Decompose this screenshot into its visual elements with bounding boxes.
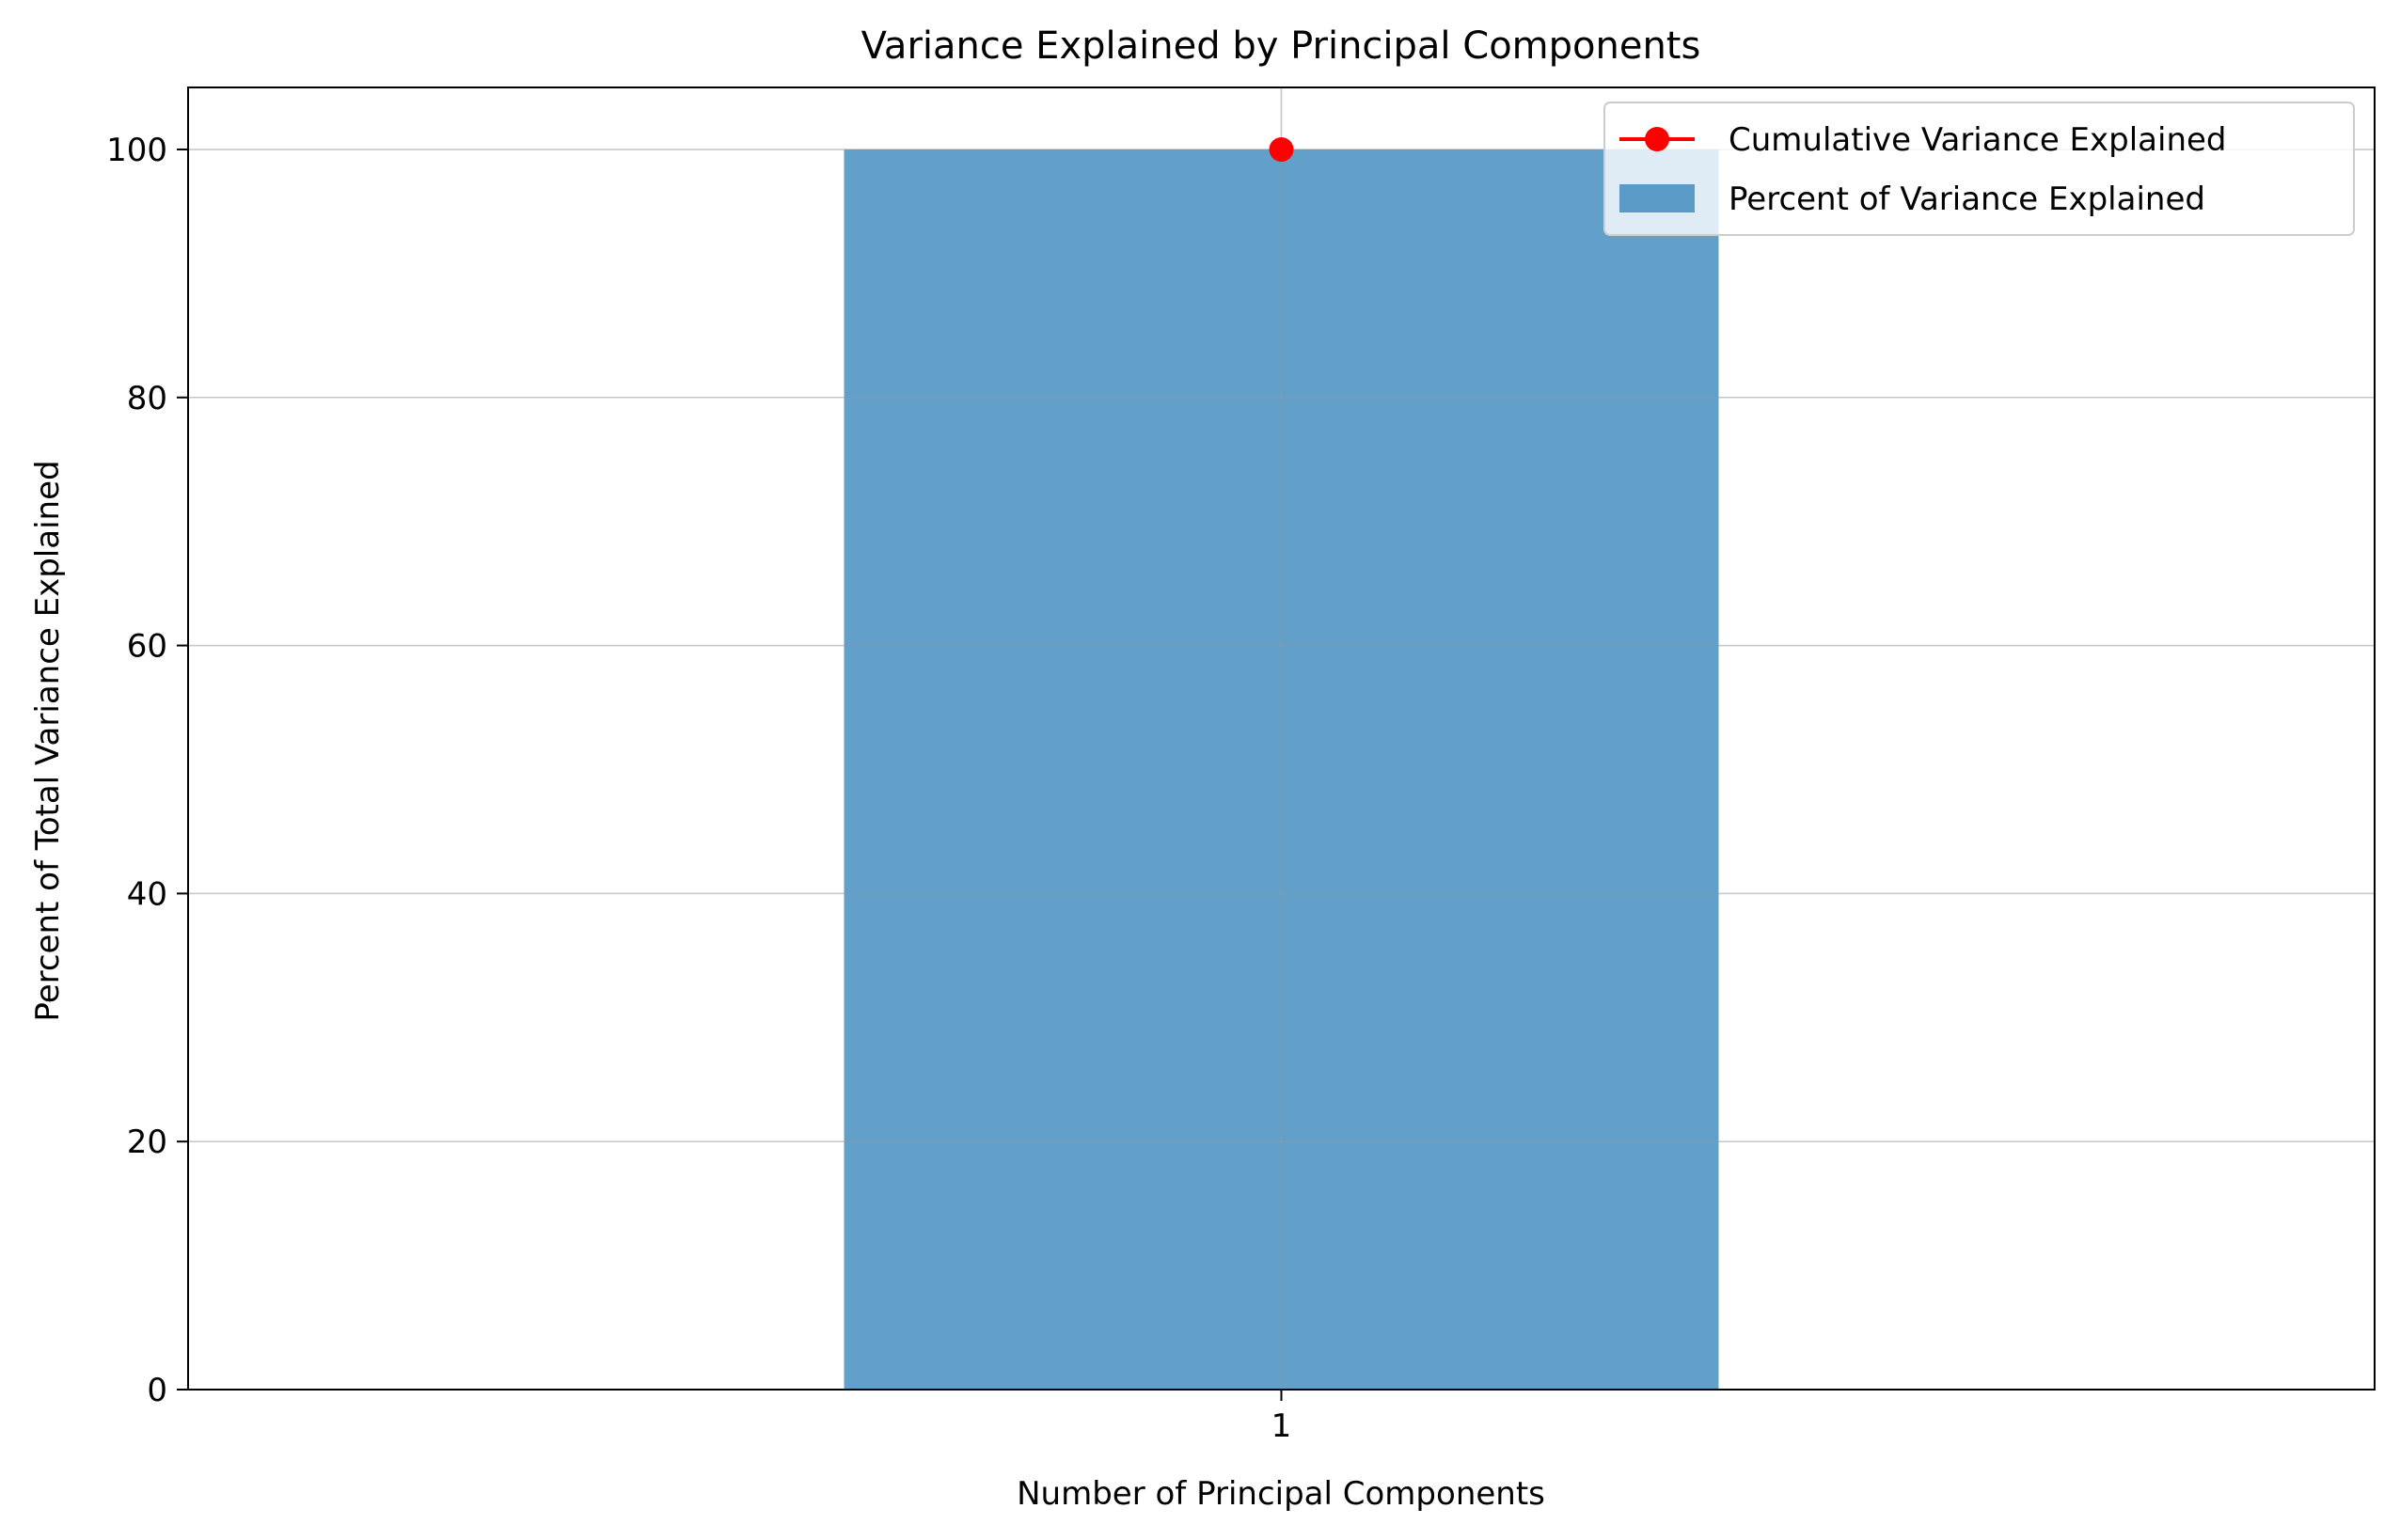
x-axis-label: Number of Principal Components [1017, 1475, 1545, 1513]
legend-marker-swatch [1645, 127, 1669, 151]
y-axis-label: Percent of Total Variance Explained [29, 460, 67, 1021]
y-tick-label: 40 [127, 875, 167, 913]
variance-bar [844, 149, 1719, 1390]
chart-title: Variance Explained by Principal Componen… [861, 24, 1701, 68]
x-axis-ticks: 1 [1271, 1390, 1292, 1445]
legend-label-cumulative: Cumulative Variance Explained [1729, 121, 2227, 159]
y-axis-ticks: 0 20 40 60 80 100 [106, 132, 188, 1409]
legend-bar-swatch [1619, 184, 1695, 212]
cumulative-point [1269, 136, 1294, 162]
legend-box [1603, 102, 2355, 236]
cumulative-line [1269, 136, 1294, 162]
legend: Cumulative Variance Explained Percent of… [1603, 102, 2355, 236]
y-tick-label: 100 [106, 132, 167, 169]
y-tick-label: 60 [127, 628, 167, 666]
y-tick-label: 20 [127, 1124, 167, 1161]
y-tick-label: 80 [127, 380, 167, 417]
legend-label-percent: Percent of Variance Explained [1729, 181, 2205, 218]
x-tick-label: 1 [1271, 1407, 1292, 1445]
bars [844, 149, 1719, 1390]
y-tick-label: 0 [147, 1372, 167, 1409]
